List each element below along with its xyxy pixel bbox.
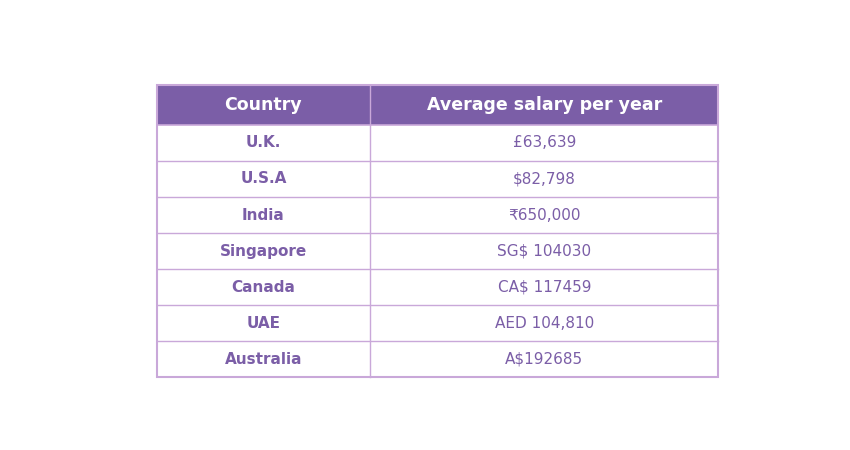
Text: $82,798: $82,798 <box>513 171 575 186</box>
Text: SG$ 104030: SG$ 104030 <box>497 243 592 259</box>
Text: U.S.A: U.S.A <box>241 171 286 186</box>
Bar <box>156 233 718 269</box>
Text: Australia: Australia <box>224 352 302 367</box>
Text: India: India <box>242 207 285 223</box>
Text: U.K.: U.K. <box>246 135 281 150</box>
Text: Singapore: Singapore <box>220 243 307 259</box>
Bar <box>156 161 718 197</box>
Text: CA$ 117459: CA$ 117459 <box>497 280 591 295</box>
Text: AED 104,810: AED 104,810 <box>495 316 594 331</box>
Text: A$192685: A$192685 <box>505 352 583 367</box>
Bar <box>156 197 718 233</box>
Bar <box>156 341 718 378</box>
Text: Country: Country <box>224 96 303 114</box>
Text: ₹650,000: ₹650,000 <box>508 207 581 223</box>
Bar <box>156 85 718 378</box>
Bar <box>156 125 718 161</box>
Bar <box>156 269 718 305</box>
Bar <box>156 85 718 125</box>
Text: Average salary per year: Average salary per year <box>427 96 662 114</box>
Text: UAE: UAE <box>246 316 280 331</box>
Text: £63,639: £63,639 <box>513 135 576 150</box>
Bar <box>156 305 718 341</box>
Text: Canada: Canada <box>231 280 295 295</box>
